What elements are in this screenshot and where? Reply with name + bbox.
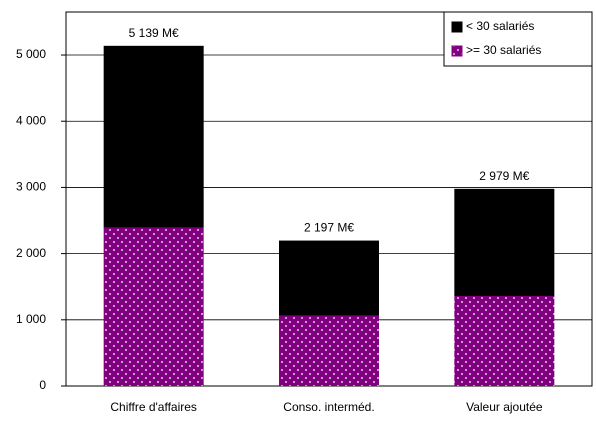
legend-swatch [451,21,463,33]
bar-segment [454,188,555,296]
total-label: 2 197 M€ [304,221,354,235]
bar-segment [454,295,555,386]
legend-box [443,11,593,67]
bar-segment [279,315,379,386]
legend-swatch [451,45,463,57]
legend-label: < 30 salariés [466,19,534,33]
bar-segment [103,227,204,386]
total-label: 5 139 M€ [129,26,179,40]
y-tick-label: 0 [39,378,46,392]
legend-label: >= 30 salariés [466,43,541,57]
x-tick-label: Conso. interméd. [283,400,374,414]
bar-segment [103,45,204,228]
y-tick-label: 4 000 [16,113,46,127]
total-label: 2 979 M€ [479,169,529,183]
y-tick-label: 1 000 [16,312,46,326]
bar-segment [279,240,379,316]
x-tick-label: Valeur ajoutée [466,400,543,414]
y-tick-label: 5 000 [16,47,46,61]
x-tick-label: Chiffre d'affaires [110,400,197,414]
y-tick-label: 2 000 [16,246,46,260]
y-tick-label: 3 000 [16,180,46,194]
